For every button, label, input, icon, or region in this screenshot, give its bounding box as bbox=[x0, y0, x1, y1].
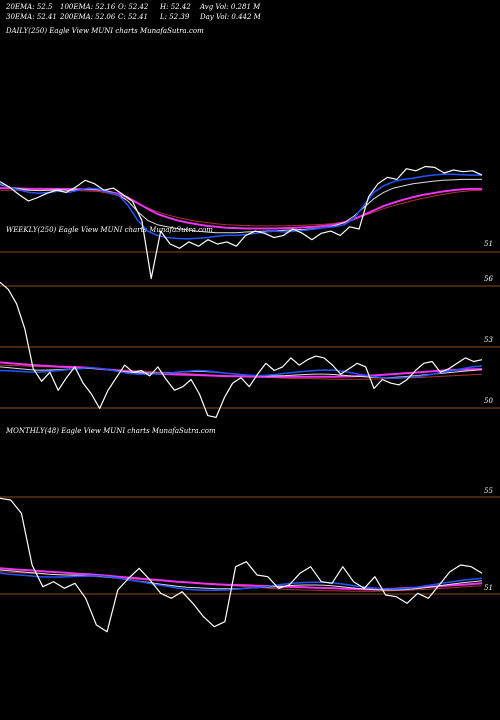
daily-tick-label: 51 bbox=[484, 240, 493, 248]
daily-panel-title: DAILY(250) Eagle View MUNI charts Munafa… bbox=[6, 27, 204, 35]
stat-high: H: 52.42 bbox=[160, 3, 191, 11]
monthly-ema100-line bbox=[0, 567, 483, 591]
weekly-tick-label-1: 56 bbox=[484, 275, 493, 283]
weekly-ema100-line bbox=[0, 361, 483, 378]
monthly-ema20-line bbox=[0, 572, 483, 592]
stat-ema20: 20EMA: 52.5 bbox=[6, 3, 53, 11]
daily-ema100-line bbox=[0, 187, 482, 230]
daily-ema20-line bbox=[0, 173, 482, 240]
monthly-price-line bbox=[0, 497, 483, 633]
monthly-tick-label-2: 51 bbox=[484, 584, 493, 592]
stat-low: L: 52.39 bbox=[160, 13, 190, 21]
weekly-ema20-line bbox=[0, 365, 483, 379]
monthly-panel-title: MONTHLY(48) Eagle View MUNI charts Munaf… bbox=[6, 427, 216, 435]
weekly-price-line bbox=[0, 281, 483, 418]
stat-day-vol: Day Vol: 0.442 M bbox=[200, 13, 261, 21]
stat-ema30: 30EMA: 52.41 bbox=[6, 13, 57, 21]
daily-ema30-line bbox=[0, 178, 482, 234]
stat-avg-vol: Avg Vol: 0.281 M bbox=[200, 3, 261, 11]
weekly-tick-label-3: 50 bbox=[484, 397, 493, 405]
stat-ema100: 100EMA: 52.16 bbox=[60, 3, 116, 11]
weekly-tick-label-2: 53 bbox=[484, 336, 493, 344]
stat-close: C: 52.41 bbox=[118, 13, 148, 21]
stat-ema200: 200EMA: 52.06 bbox=[60, 13, 116, 21]
daily-ema200-line bbox=[0, 189, 483, 227]
daily-price-line bbox=[0, 165, 483, 280]
weekly-panel-title: WEEKLY(250) Eagle View MUNI charts Munaf… bbox=[6, 226, 213, 234]
stat-open: O: 52.42 bbox=[118, 3, 149, 11]
monthly-tick-label-1: 55 bbox=[484, 487, 493, 495]
